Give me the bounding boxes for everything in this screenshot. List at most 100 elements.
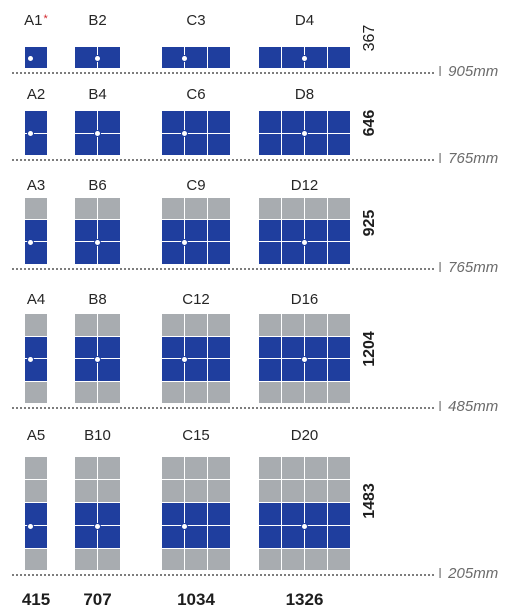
module-cell[interactable] bbox=[25, 111, 47, 133]
module-cell[interactable] bbox=[25, 457, 47, 479]
module-cell[interactable] bbox=[75, 503, 97, 525]
module-cell[interactable] bbox=[259, 526, 281, 548]
module-cell[interactable] bbox=[75, 242, 97, 264]
module-cell[interactable] bbox=[98, 220, 120, 241]
module-cell[interactable] bbox=[282, 220, 304, 241]
module-cell[interactable] bbox=[25, 480, 47, 502]
module-cell[interactable] bbox=[259, 457, 281, 479]
module-cell[interactable] bbox=[162, 111, 184, 133]
module-cell[interactable] bbox=[259, 549, 281, 570]
module-cell[interactable] bbox=[282, 198, 304, 219]
module-cell[interactable] bbox=[25, 549, 47, 570]
module-cell[interactable] bbox=[75, 220, 97, 241]
module-cell[interactable] bbox=[259, 359, 281, 381]
module-cell[interactable] bbox=[185, 457, 207, 479]
module-cell[interactable] bbox=[185, 526, 207, 548]
module-cell[interactable] bbox=[75, 111, 97, 133]
module-cell[interactable] bbox=[98, 457, 120, 479]
module-cell[interactable] bbox=[162, 314, 184, 336]
module-cell[interactable] bbox=[208, 242, 230, 264]
module-cell[interactable] bbox=[282, 337, 304, 358]
module-cell[interactable] bbox=[305, 526, 327, 548]
module-cell[interactable] bbox=[282, 134, 304, 155]
module-cell[interactable] bbox=[328, 220, 350, 241]
module-cell[interactable] bbox=[75, 549, 97, 570]
module-cell[interactable] bbox=[25, 198, 47, 219]
module-cell[interactable] bbox=[162, 242, 184, 264]
module-cell[interactable] bbox=[282, 457, 304, 479]
module-cell[interactable] bbox=[328, 134, 350, 155]
module-cell[interactable] bbox=[305, 314, 327, 336]
module-cell[interactable] bbox=[328, 337, 350, 358]
module-cell[interactable] bbox=[75, 382, 97, 403]
module-cell[interactable] bbox=[25, 47, 47, 68]
module-cell[interactable] bbox=[185, 382, 207, 403]
module-cell[interactable] bbox=[282, 111, 304, 133]
module-cell[interactable] bbox=[185, 314, 207, 336]
module-cell[interactable] bbox=[259, 47, 281, 68]
module-cell[interactable] bbox=[305, 480, 327, 502]
module-cell[interactable] bbox=[208, 220, 230, 241]
module-cell[interactable] bbox=[98, 503, 120, 525]
module-cell[interactable] bbox=[208, 337, 230, 358]
module-cell[interactable] bbox=[98, 480, 120, 502]
module-cell[interactable] bbox=[305, 111, 327, 133]
module-cell[interactable] bbox=[185, 220, 207, 241]
module-cell[interactable] bbox=[208, 47, 230, 68]
module-cell[interactable] bbox=[305, 457, 327, 479]
module-cell[interactable] bbox=[162, 359, 184, 381]
module-cell[interactable] bbox=[75, 134, 97, 155]
module-cell[interactable] bbox=[259, 382, 281, 403]
module-cell[interactable] bbox=[282, 549, 304, 570]
module-cell[interactable] bbox=[305, 198, 327, 219]
module-cell[interactable] bbox=[98, 549, 120, 570]
module-cell[interactable] bbox=[282, 359, 304, 381]
module-cell[interactable] bbox=[25, 220, 47, 241]
module-cell[interactable] bbox=[162, 503, 184, 525]
module-cell[interactable] bbox=[259, 503, 281, 525]
module-cell[interactable] bbox=[162, 198, 184, 219]
module-cell[interactable] bbox=[305, 549, 327, 570]
module-cell[interactable] bbox=[259, 198, 281, 219]
module-cell[interactable] bbox=[25, 337, 47, 358]
module-cell[interactable] bbox=[162, 480, 184, 502]
module-cell[interactable] bbox=[282, 242, 304, 264]
module-cell[interactable] bbox=[305, 242, 327, 264]
module-cell[interactable] bbox=[328, 359, 350, 381]
module-cell[interactable] bbox=[185, 198, 207, 219]
module-cell[interactable] bbox=[98, 359, 120, 381]
module-cell[interactable] bbox=[328, 242, 350, 264]
module-cell[interactable] bbox=[75, 47, 97, 68]
module-cell[interactable] bbox=[25, 526, 47, 548]
module-cell[interactable] bbox=[162, 457, 184, 479]
module-cell[interactable] bbox=[25, 314, 47, 336]
module-cell[interactable] bbox=[208, 382, 230, 403]
module-cell[interactable] bbox=[185, 111, 207, 133]
module-cell[interactable] bbox=[259, 337, 281, 358]
module-cell[interactable] bbox=[185, 359, 207, 381]
module-cell[interactable] bbox=[282, 526, 304, 548]
module-cell[interactable] bbox=[305, 220, 327, 241]
module-cell[interactable] bbox=[208, 198, 230, 219]
module-cell[interactable] bbox=[98, 242, 120, 264]
module-cell[interactable] bbox=[185, 503, 207, 525]
module-cell[interactable] bbox=[25, 242, 47, 264]
module-cell[interactable] bbox=[282, 503, 304, 525]
module-cell[interactable] bbox=[208, 480, 230, 502]
module-cell[interactable] bbox=[328, 47, 350, 68]
module-cell[interactable] bbox=[328, 198, 350, 219]
module-cell[interactable] bbox=[328, 549, 350, 570]
module-cell[interactable] bbox=[98, 337, 120, 358]
module-cell[interactable] bbox=[259, 111, 281, 133]
module-cell[interactable] bbox=[98, 47, 120, 68]
module-cell[interactable] bbox=[75, 480, 97, 502]
module-cell[interactable] bbox=[328, 111, 350, 133]
module-cell[interactable] bbox=[162, 526, 184, 548]
module-cell[interactable] bbox=[162, 220, 184, 241]
module-cell[interactable] bbox=[259, 480, 281, 502]
module-cell[interactable] bbox=[25, 503, 47, 525]
module-cell[interactable] bbox=[25, 134, 47, 155]
module-cell[interactable] bbox=[282, 382, 304, 403]
module-cell[interactable] bbox=[25, 359, 47, 381]
module-cell[interactable] bbox=[162, 337, 184, 358]
